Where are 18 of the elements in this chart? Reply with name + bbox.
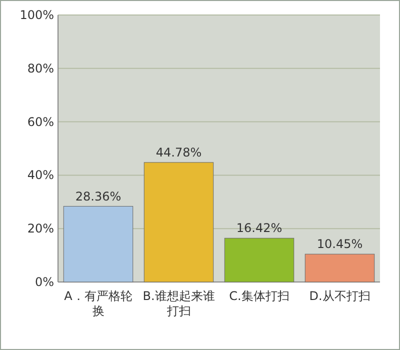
bar [304, 254, 375, 282]
y-tick-label: 0% [34, 275, 54, 289]
x-tick-label: D.从不打扫 [309, 289, 370, 303]
data-label: 28.36% [75, 189, 122, 204]
y-tick-label: 80% [27, 61, 54, 76]
x-tick-label: B.谁想起来谁打扫 [142, 289, 215, 318]
x-tick-label: A．有严格轮换 [64, 289, 132, 318]
data-label: 44.78% [156, 145, 202, 160]
y-tick-label: 100% [20, 8, 54, 22]
y-tick-label: 40% [27, 168, 54, 182]
y-tick-label: 20% [27, 222, 54, 236]
y-tick-label: 60% [27, 114, 54, 129]
bar [63, 206, 134, 282]
data-label: 10.45% [316, 237, 363, 252]
bar [144, 162, 214, 282]
data-label: 16.42% [236, 221, 282, 236]
x-tick-label: C.集体打扫 [229, 289, 290, 303]
bar [224, 238, 294, 282]
